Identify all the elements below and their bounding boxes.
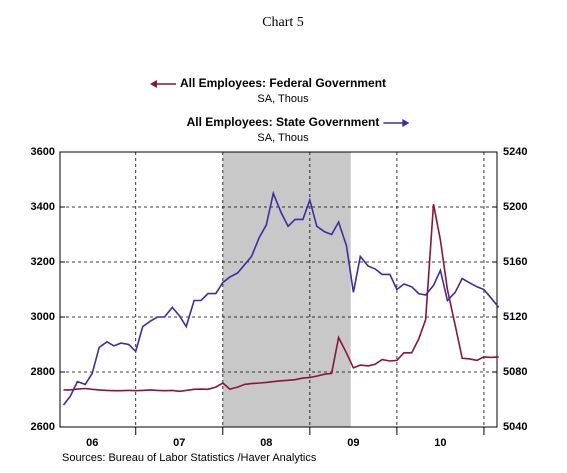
legend-label: All Employees: State Government: [187, 115, 380, 129]
y2-tick-label: 5080: [503, 366, 527, 378]
source: Sources: Bureau of Labor Statistics /Hav…: [62, 452, 317, 464]
y2-tick-label: 5040: [503, 421, 527, 433]
x-tick-label: 10: [434, 437, 446, 449]
legend-arrowhead: [402, 119, 410, 127]
plot-frame: [59, 151, 498, 428]
x-tick-label: 06: [86, 437, 98, 449]
x-tick-label: 09: [347, 437, 359, 449]
y2-tick-label: 5240: [503, 146, 527, 158]
y-tick-label: 3000: [31, 311, 55, 323]
x-tick-label: 08: [260, 437, 272, 449]
y-tick-label: 2800: [31, 366, 55, 378]
legend-unit: SA, Thous: [257, 93, 309, 105]
x-tick-label: 07: [173, 437, 185, 449]
y-tick-label: 3200: [31, 256, 55, 268]
series-line: [63, 204, 499, 393]
y2-tick-label: 5160: [503, 256, 527, 268]
chart-title: Chart 5: [262, 15, 304, 30]
series-line: [62, 190, 500, 406]
y-tick-label: 3400: [31, 201, 55, 213]
legend-label: All Employees: Federal Government: [180, 76, 386, 90]
legend-arrowhead: [149, 80, 157, 88]
y2-tick-label: 5200: [503, 201, 527, 213]
y-tick-label: 2600: [31, 421, 55, 433]
y-tick-label: 3600: [31, 146, 55, 158]
y2-tick-label: 5120: [503, 311, 527, 323]
legend-unit: SA, Thous: [257, 132, 309, 144]
